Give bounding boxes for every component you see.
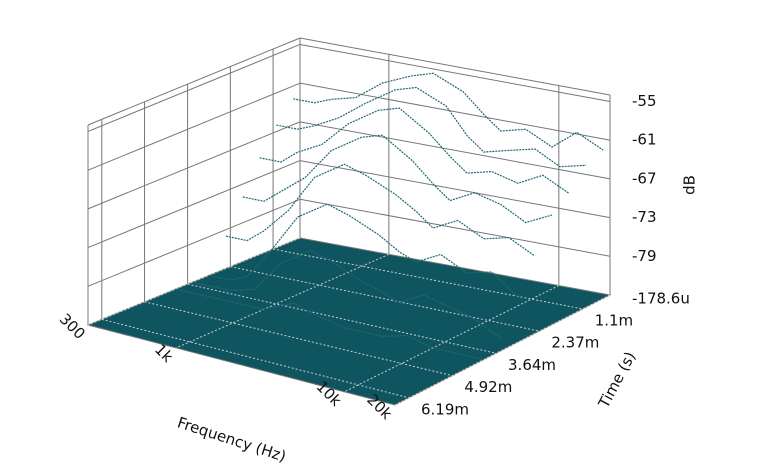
floor-grid-line xyxy=(144,301,453,377)
grid-line xyxy=(299,198,611,257)
floor-grid-line xyxy=(272,248,583,310)
y-tick-label: 1.1m xyxy=(595,311,633,329)
grid-line xyxy=(299,82,611,141)
z-axis-title: dB xyxy=(681,175,699,195)
y-tick-label: 3.64m xyxy=(508,356,556,374)
floor xyxy=(86,237,612,406)
grid-line xyxy=(87,121,301,210)
floor-grid-line xyxy=(394,294,611,406)
grid-line xyxy=(299,160,611,219)
y-tick-label: 4.92m xyxy=(464,378,512,396)
box-edge xyxy=(299,37,611,96)
floor-grid-line xyxy=(230,266,540,332)
z-tick-label: -61 xyxy=(632,131,657,149)
slice xyxy=(293,72,604,151)
grid-line xyxy=(87,198,301,287)
grid-line xyxy=(87,82,301,171)
y-tick-label: 2.37m xyxy=(551,334,599,352)
x-axis-title: Frequency (Hz) xyxy=(175,413,288,465)
y-tick-label: 6.19m xyxy=(421,400,469,418)
z-tick-label: -67 xyxy=(632,169,657,187)
z-tick-label: -55 xyxy=(632,92,657,110)
z-tick-label: -79 xyxy=(632,247,657,265)
slice xyxy=(259,107,570,194)
z-tick-label: -73 xyxy=(632,208,657,226)
floor-label: -178.6u xyxy=(632,290,690,308)
floor-grid-line xyxy=(175,253,390,349)
slice xyxy=(242,134,553,224)
floor-grid-line xyxy=(101,318,410,399)
x-tick-label: 300 xyxy=(56,310,89,343)
floor-grid-line xyxy=(187,283,497,354)
y-axis-title: Time (s) xyxy=(594,349,639,412)
slice xyxy=(276,86,587,168)
slice xyxy=(225,163,536,257)
slice xyxy=(175,288,484,361)
box-edge xyxy=(87,37,301,126)
grid-line xyxy=(87,43,301,132)
grid-line xyxy=(299,43,611,102)
grid-line xyxy=(299,121,611,180)
grid-line xyxy=(87,160,301,249)
slice xyxy=(192,249,502,339)
